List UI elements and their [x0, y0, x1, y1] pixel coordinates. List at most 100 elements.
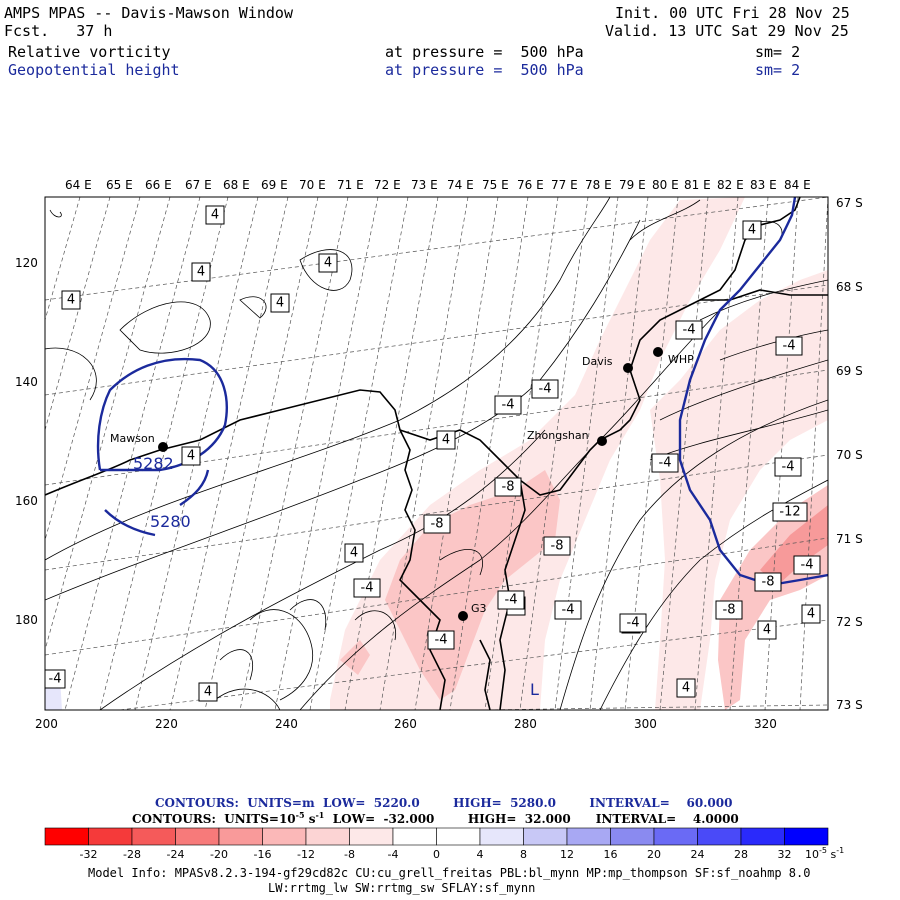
vort-label: -4: [44, 669, 66, 689]
colorbar-label: -20: [210, 848, 228, 861]
svg-text:68 S: 68 S: [836, 280, 863, 294]
svg-text:78 E: 78 E: [585, 178, 612, 192]
vort-label: 4: [801, 604, 821, 624]
colorbar-cell: [523, 827, 568, 846]
vort-label: 4: [198, 682, 218, 702]
colorbar-label: 32: [778, 848, 792, 861]
svg-text:64 E: 64 E: [65, 178, 92, 192]
vort-label: 4: [742, 220, 762, 240]
svg-text:66 E: 66 E: [145, 178, 172, 192]
model-info-line2: LW:rrtmg_lw SW:rrtmg_sw SFLAY:sf_mynn: [268, 881, 536, 895]
svg-text:77 E: 77 E: [551, 178, 578, 192]
lon-labels: 64 E 65 E 66 E 67 E 68 E 69 E 70 E 71 E …: [65, 178, 811, 192]
svg-text:4: 4: [211, 208, 219, 223]
station-label-zhongshan: Zhongshan: [527, 429, 589, 442]
colorbar-label: 4: [477, 848, 484, 861]
colorbar-cell: [262, 827, 307, 846]
vort-label: -4: [793, 555, 821, 575]
svg-text:4: 4: [324, 256, 332, 271]
svg-text:73 S: 73 S: [836, 698, 863, 712]
vort-label: -8: [715, 600, 743, 620]
svg-text:200: 200: [35, 717, 58, 731]
colorbar-cell: [392, 827, 437, 846]
graticule: [45, 197, 828, 710]
vort-label: -4: [774, 457, 802, 477]
field2-name: Geopotential height: [8, 61, 180, 79]
svg-text:83 E: 83 E: [750, 178, 777, 192]
colorbar-label: -8: [344, 848, 355, 861]
field2-smooth: sm= 2: [755, 61, 801, 79]
colorbar-cell: [653, 827, 698, 846]
contour-info-vorticity: CONTOURS: UNITS=10-5 s-1 LOW= -32.000 HI…: [132, 810, 739, 826]
svg-text:74 E: 74 E: [447, 178, 474, 192]
svg-text:73 E: 73 E: [411, 178, 438, 192]
vort-label: -4: [494, 395, 522, 415]
svg-text:-4: -4: [783, 339, 796, 354]
svg-text:300: 300: [634, 717, 657, 731]
y-ticks: 120 140 160 180: [15, 256, 38, 627]
station-label-g3: G3: [471, 602, 487, 615]
vorticity-labels: 4 4 4 4 4 4 4 4 4 4 4 4 4 4 4 4 -4 -4 -4…: [44, 205, 821, 702]
colorbar-cell: [305, 827, 350, 846]
colorbar-cell: [349, 827, 394, 846]
vort-label: 4: [436, 430, 456, 450]
vort-label: 4: [318, 253, 338, 273]
svg-text:140: 140: [15, 375, 38, 389]
svg-text:71 E: 71 E: [337, 178, 364, 192]
svg-text:75 E: 75 E: [482, 178, 509, 192]
colorbar-cells: [44, 827, 829, 846]
x-ticks: 200 220 240 260 280 300 320: [35, 717, 777, 731]
colorbar-cell: [131, 827, 176, 846]
svg-text:68 E: 68 E: [223, 178, 250, 192]
colorbar-label: -4: [388, 848, 399, 861]
svg-text:72 E: 72 E: [374, 178, 401, 192]
vort-shade-mid-b: [340, 640, 370, 675]
colorbar-unit: 10-5 s-1: [805, 846, 844, 861]
svg-text:4: 4: [748, 223, 756, 238]
svg-text:-4: -4: [505, 593, 518, 608]
vort-label: 4: [344, 543, 364, 563]
colorbar-label: 20: [647, 848, 661, 861]
plot-title: AMPS MPAS -- Davis-Mawson Window: [4, 4, 293, 22]
svg-text:260: 260: [394, 717, 417, 731]
field1-name: Relative vorticity: [8, 43, 171, 61]
svg-text:79 E: 79 E: [619, 178, 646, 192]
svg-text:4: 4: [67, 293, 75, 308]
stations: Mawson Davis Zhongshan WHP G3: [110, 347, 694, 621]
svg-text:4: 4: [442, 433, 450, 448]
colorbar-cell: [610, 827, 655, 846]
colorbar-cell: [697, 827, 742, 846]
vort-label: 4: [205, 205, 225, 225]
colorbar-labels: -32 -28 -24 -20 -16 -12 -8 -4 0 4 8 12 16 20 24 28 32: [80, 848, 792, 861]
station-label-whp: WHP: [668, 353, 694, 366]
colorbar-cell: [479, 827, 524, 846]
vort-label: -4: [554, 600, 582, 620]
svg-text:-8: -8: [551, 539, 564, 554]
height-label-5282: 5282: [133, 454, 174, 473]
svg-text:-8: -8: [502, 480, 515, 495]
vort-label: 4: [270, 293, 290, 313]
colorbar-label: 24: [691, 848, 705, 861]
svg-text:72 S: 72 S: [836, 615, 863, 629]
height-label-5280: 5280: [150, 512, 191, 531]
svg-text:71 S: 71 S: [836, 532, 863, 546]
station-dot-whp: [653, 347, 663, 357]
field1-level: at pressure = 500 hPa: [385, 43, 584, 61]
colorbar-cell: [740, 827, 785, 846]
colorbar-cell: [784, 827, 829, 846]
svg-text:-4: -4: [801, 558, 814, 573]
colorbar-cell: [88, 827, 133, 846]
colorbar-label: 12: [560, 848, 574, 861]
svg-text:-4: -4: [502, 398, 515, 413]
vort-label: -4: [497, 590, 525, 610]
geopotential-contours: [96, 197, 828, 587]
svg-text:4: 4: [807, 607, 815, 622]
svg-text:-4: -4: [435, 633, 448, 648]
svg-text:-8: -8: [431, 517, 444, 532]
model-info-line1: Model Info: MPASv8.2.3-194-gf29cd82c CU:…: [88, 866, 811, 880]
colorbar-cell: [44, 827, 89, 846]
vort-label: 4: [181, 446, 201, 466]
svg-text:80 E: 80 E: [652, 178, 679, 192]
svg-text:76 E: 76 E: [517, 178, 544, 192]
